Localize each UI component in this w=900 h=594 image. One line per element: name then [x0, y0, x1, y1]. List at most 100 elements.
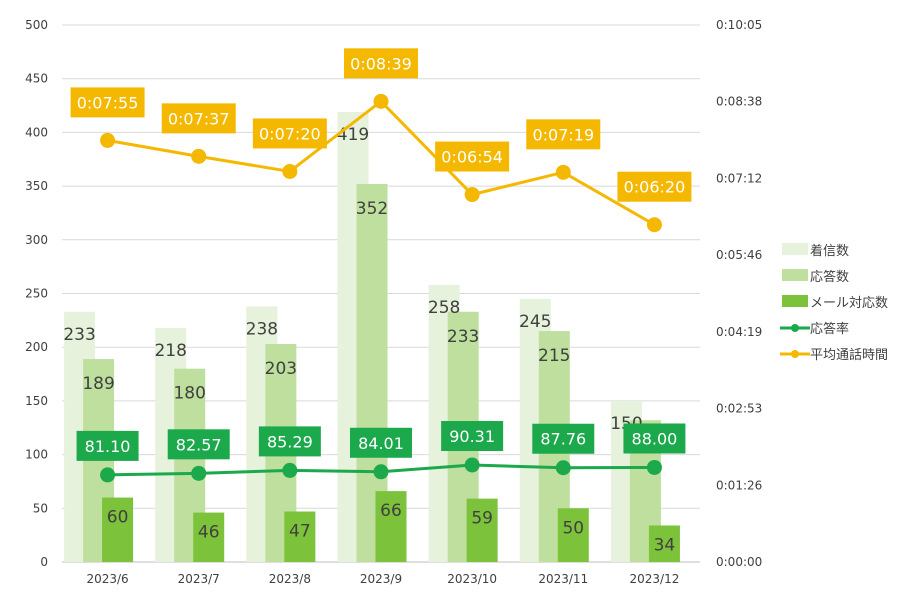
x-tick-label: 2023/12: [629, 572, 679, 586]
y-right-tick-label: 0:00:00: [716, 555, 762, 569]
line-data-label: 0:07:20: [259, 124, 321, 143]
y-left-tick-label: 300: [25, 233, 48, 247]
bar-data-label: 59: [471, 509, 493, 529]
line-data-label: 82.57: [176, 435, 222, 454]
y-right-tick-label: 0:01:26: [716, 478, 762, 492]
line-data-label: 87.76: [540, 430, 586, 449]
bar-data-label: 203: [265, 359, 297, 379]
x-tick-label: 2023/10: [447, 572, 497, 586]
bar-series: [64, 111, 680, 562]
y-left-tick-label: 100: [25, 448, 48, 462]
bar: [102, 497, 134, 562]
y-axis-right: 0:00:00 0:01:26 0:02:53 0:04:19 0:05:46 0:07:…: [716, 18, 762, 569]
bar: [375, 491, 407, 562]
bar-data-label: 233: [63, 325, 95, 345]
y-right-tick-label: 0:02:53: [716, 402, 762, 416]
line-data-label: 0:07:19: [532, 125, 594, 144]
data-label-box: [526, 119, 601, 150]
y-right-tick-label: 0:05:46: [716, 248, 762, 262]
bar-data-label: 215: [538, 346, 570, 366]
line-point: [464, 187, 480, 203]
bar-data-label: 233: [447, 327, 479, 347]
y-left-tick-label: 200: [25, 340, 48, 354]
bar: [648, 525, 680, 562]
data-label-box: [441, 421, 504, 452]
bar-data-label: 218: [154, 341, 186, 361]
y-left-tick-label: 400: [25, 125, 48, 139]
bar-data-label: 189: [82, 374, 114, 394]
line-data-label: 85.29: [267, 432, 313, 451]
y-left-tick-label: 350: [25, 179, 48, 193]
line-point: [100, 467, 116, 483]
line-data-label: 88.00: [632, 429, 678, 448]
line-data-label: 84.01: [358, 434, 404, 453]
line-data-label: 81.10: [85, 437, 131, 456]
data-label-box: [344, 48, 418, 79]
bar-data-label: 258: [428, 298, 460, 318]
x-tick-label: 2023/6: [86, 572, 128, 586]
y-left-tick-label: 0: [40, 555, 48, 569]
y-left-tick-label: 50: [33, 501, 48, 515]
bar-data-label: 47: [289, 522, 311, 542]
legend-swatch: [782, 269, 808, 281]
bar-data-label: 419: [337, 125, 369, 145]
line-data-label: 0:08:39: [350, 54, 412, 73]
line-point: [191, 465, 207, 481]
bar-data-label: 238: [246, 319, 278, 339]
bar-data-label: 245: [519, 312, 551, 332]
data-label-box: [70, 87, 145, 118]
data-label-box: [258, 426, 321, 457]
legend-label: 着信数: [810, 243, 849, 259]
bar-data-label: 352: [356, 199, 388, 219]
y-right-tick-label: 0:07:12: [716, 171, 762, 185]
line-data-label: 0:06:20: [624, 178, 686, 197]
y-right-tick-label: 0:10:05: [716, 18, 762, 32]
line-point: [373, 464, 389, 480]
bar-data-label: 180: [173, 384, 205, 404]
y-right-tick-label: 0:08:38: [716, 95, 762, 109]
line-point: [282, 462, 298, 478]
legend-marker: [791, 350, 799, 358]
legend-label: メール対応数: [810, 296, 888, 311]
bar: [284, 511, 316, 562]
line-point: [646, 459, 662, 475]
line-data-label: 90.31: [449, 427, 495, 446]
y-left-tick-label: 450: [25, 72, 48, 86]
bar-data-label: 50: [562, 518, 584, 538]
data-label-box: [532, 423, 595, 454]
y-left-tick-label: 250: [25, 287, 48, 301]
line-point: [464, 457, 480, 473]
data-label-box: [617, 171, 692, 202]
y-right-tick-label: 0:04:19: [716, 325, 762, 339]
line-point: [555, 460, 571, 476]
y-axis-left: 0 50 100 150 200 250 300 350 400 450 500: [25, 18, 48, 569]
x-tick-label: 2023/11: [538, 572, 588, 586]
bar-data-label: 66: [380, 501, 402, 521]
bar: [557, 508, 589, 562]
line-data-label: 0:06:54: [441, 148, 503, 167]
line-labels: 81.10 82.57 85.29 84.01 90.31 87.76 88.00 0:07:…: [70, 48, 692, 461]
x-tick-label: 2023/7: [178, 572, 220, 586]
line-point: [191, 148, 207, 164]
x-axis: 2023/6 2023/7 2023/8 2023/9 2023/10 2023/11 20…: [86, 572, 679, 586]
bar: [193, 512, 225, 562]
line-data-label: 0:07:55: [77, 93, 139, 112]
legend-label: 平均通話時間: [810, 347, 888, 363]
line-series: [100, 93, 662, 483]
x-tick-label: 2023/8: [269, 572, 311, 586]
y-left-tick-label: 150: [25, 394, 48, 408]
line-data-label: 0:07:37: [168, 109, 230, 128]
data-label-box: [435, 141, 510, 172]
line-point: [555, 164, 571, 180]
data-label-box: [350, 427, 412, 458]
legend-label: 応答率: [810, 321, 849, 337]
data-label-box: [252, 118, 327, 149]
data-label-box: [623, 423, 686, 454]
legend-swatch: [782, 295, 808, 307]
line-point: [373, 93, 389, 109]
bar-data-label: 60: [107, 508, 129, 528]
bar-data-label: 46: [198, 523, 220, 543]
data-label-box: [161, 103, 236, 134]
x-tick-label: 2023/9: [360, 572, 402, 586]
